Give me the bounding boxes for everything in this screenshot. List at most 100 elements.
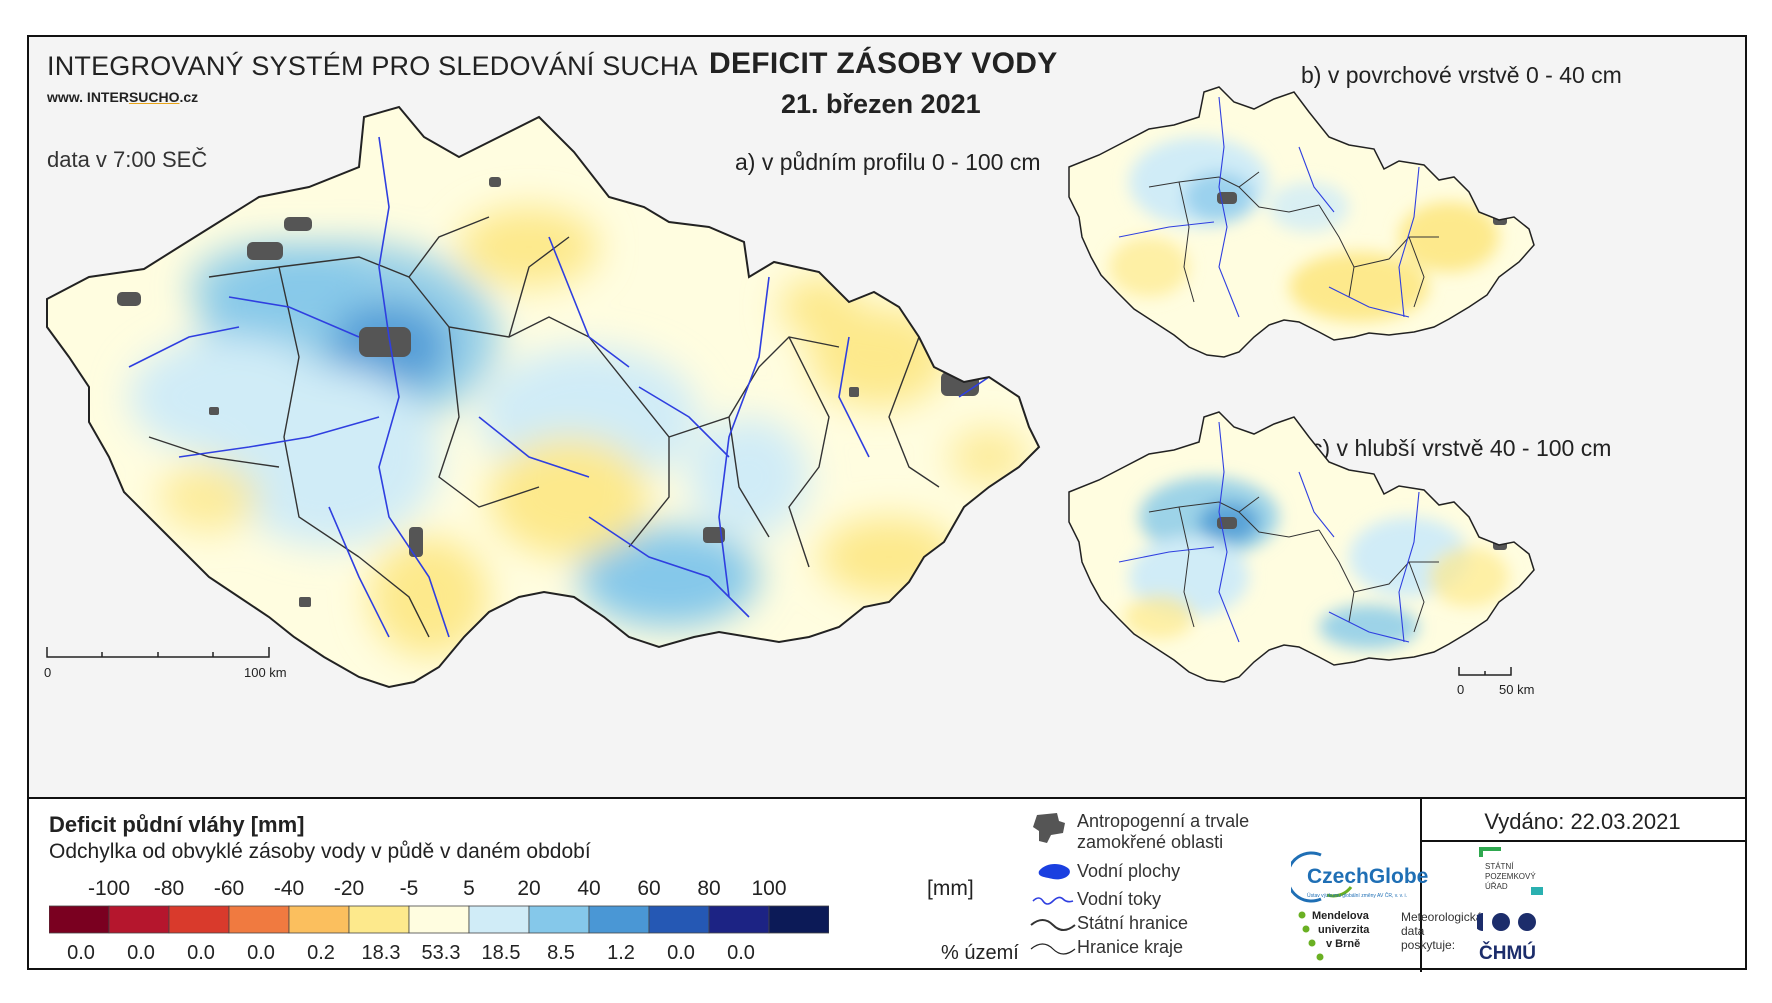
website-link[interactable]: www. INTERSUCHO.cz: [47, 89, 198, 105]
meteo-provider: Meteorologická data poskytuje:: [1401, 910, 1481, 952]
map-a-region-borders: [148, 216, 940, 638]
spu-line2: POZEMKOVÝ: [1485, 872, 1536, 881]
czechglobe-logo: CzechGlobe Ústav výzkumu globální změny …: [1291, 851, 1428, 903]
legend-percentage: 0.2: [307, 942, 335, 964]
data-time-note: data v 7:00 SEČ: [47, 147, 208, 172]
website-brand: SUCHO: [128, 89, 180, 105]
map-b-soil-deficit: [1069, 87, 1534, 357]
meteo-line1: Meteorologická: [1401, 910, 1481, 924]
chmu-name: ČHMÚ: [1479, 942, 1536, 964]
map-b-rivers[interactable]: [1118, 96, 1420, 318]
czechglobe-subtitle: Ústav výzkumu globální změny AV ČR, v. v…: [1307, 892, 1407, 899]
system-title: INTEGROVANÝ SYSTÉM PRO SLEDOVÁNÍ SUCHA: [47, 51, 698, 81]
main-title: DEFICIT ZÁSOBY VODY: [709, 47, 1058, 80]
website-prefix: www. INTER: [47, 89, 129, 105]
map-area: INTEGROVANÝ SYSTÉM PRO SLEDOVÁNÍ SUCHA w…: [29, 37, 1745, 799]
legend-color-class-1: [108, 905, 170, 934]
map-c-state-border: [1068, 411, 1535, 683]
legend-color-class-9: [588, 905, 650, 934]
map-frame: INTEGROVANÝ SYSTÉM PRO SLEDOVÁNÍ SUCHA w…: [27, 35, 1747, 972]
spu-line3: ÚŘAD: [1485, 882, 1508, 891]
legend-color-class-11: [708, 905, 770, 934]
website-suffix: .cz: [179, 89, 199, 105]
spu-line1: STÁTNÍ: [1485, 862, 1514, 871]
region-border-icon: [1030, 943, 1076, 955]
legend-tick: -100: [87, 877, 131, 900]
legend-percentage: 0.0: [67, 942, 95, 964]
legend-percentage: 0.0: [127, 942, 155, 964]
state-border-icon: [1030, 919, 1076, 931]
small-scale-end: 50 km: [1499, 682, 1534, 697]
meteo-line3: poskytuje:: [1401, 938, 1455, 952]
legend-tick: -80: [153, 877, 185, 900]
map-c-soil-deficit: [1069, 412, 1534, 682]
legend-tick: -20: [333, 877, 365, 900]
map-b-region-borders: [1148, 171, 1439, 308]
map-a: 0 100 km 0 50 km: [44, 86, 1535, 697]
legend-tick: -60: [213, 877, 245, 900]
small-scale-zero: 0: [1457, 682, 1464, 697]
water-body-icon: [1038, 864, 1070, 880]
main-scale-zero: 0: [44, 665, 51, 680]
legend-color-class-6: [408, 905, 470, 934]
legend-percentage: 0.0: [667, 942, 695, 964]
legend-color-class-0: [49, 905, 110, 934]
mendelu-logo: Mendelova univerzita v Brně: [1298, 910, 1370, 961]
legend-color-class-4: [288, 905, 350, 934]
map-c-region-borders: [1148, 496, 1439, 633]
legend-tick: -5: [399, 877, 419, 900]
meteo-line2: data: [1401, 924, 1425, 938]
legend-unit: [mm]: [927, 877, 974, 900]
legend-color-class-2: [168, 905, 230, 934]
legend-color-class-3: [228, 905, 290, 934]
legend-color-class-8: [528, 905, 590, 934]
legend-percentage: 53.3: [421, 942, 461, 964]
rivers-label: Vodní toky: [1077, 889, 1162, 909]
anthropogenic-icon: [1033, 813, 1065, 843]
legend-subtitle: Odchylka od obvyklé zásoby vody v půdě v…: [49, 840, 591, 863]
state-border-label: Státní hranice: [1077, 913, 1189, 933]
legend-tick: 5: [463, 877, 475, 900]
legend-title: Deficit půdní vláhy [mm]: [49, 812, 305, 837]
river-icon: [1032, 896, 1074, 905]
legend-tick: 40: [577, 877, 601, 900]
legend-tick: 80: [697, 877, 721, 900]
symbol-legend-icons: [1030, 813, 1076, 955]
legend-percentage: 1.2: [607, 942, 635, 964]
water-bodies-label: Vodní plochy: [1077, 861, 1181, 881]
main-date: 21. březen 2021: [781, 89, 981, 119]
mendelu-line3: v Brně: [1326, 938, 1360, 950]
czechglobe-name: CzechGlobe: [1307, 865, 1428, 888]
issued-date: Vydáno: 22.03.2021: [1484, 809, 1681, 834]
legend-percentage: 0.0: [187, 942, 215, 964]
legend-percentage: 0.0: [727, 942, 755, 964]
small-scale-bar: [1458, 667, 1512, 676]
map-a-rivers[interactable]: [128, 136, 990, 638]
map-a-soil-deficit: [47, 107, 1039, 687]
anthropogenic-label: Antropogenní a trvale zamokřené oblasti: [1077, 811, 1250, 852]
map-b-state-border: [1068, 86, 1535, 358]
legend-color-class-10: [648, 905, 710, 934]
map-c-rivers[interactable]: [1118, 421, 1420, 643]
legend-tick: 20: [517, 877, 541, 900]
map-a-state-border: [46, 105, 1041, 689]
map-a-label: a) v půdním profilu 0 - 100 cm: [735, 149, 1041, 175]
legend-color-bar: [49, 905, 829, 934]
chmu-logo: ČHMÚ: [1477, 913, 1536, 964]
legend-percentage: 18.3: [361, 942, 401, 964]
legend-tick: 100: [751, 877, 787, 900]
legend-pct-label: % území: [941, 942, 1019, 964]
legend-percentage: 0.0: [247, 942, 275, 964]
main-scale-bar: [46, 647, 270, 658]
legend-color-class-12: [768, 905, 829, 934]
region-border-label: Hranice kraje: [1077, 937, 1184, 957]
map-b-label: b) v povrchové vrstvě 0 - 40 cm: [1301, 62, 1622, 88]
mendelu-line1: Mendelova: [1312, 910, 1370, 922]
legend-percentage: 18.5: [481, 942, 521, 964]
legend-percentage: 8.5: [547, 942, 575, 964]
mendelu-line2: univerzita: [1318, 924, 1370, 936]
legend-color-class-7: [468, 905, 530, 934]
legend-tick: -40: [273, 877, 305, 900]
map-c-label: c) v hlubší vrstvě 40 - 100 cm: [1311, 435, 1612, 461]
issued-divider: [1420, 840, 1745, 842]
